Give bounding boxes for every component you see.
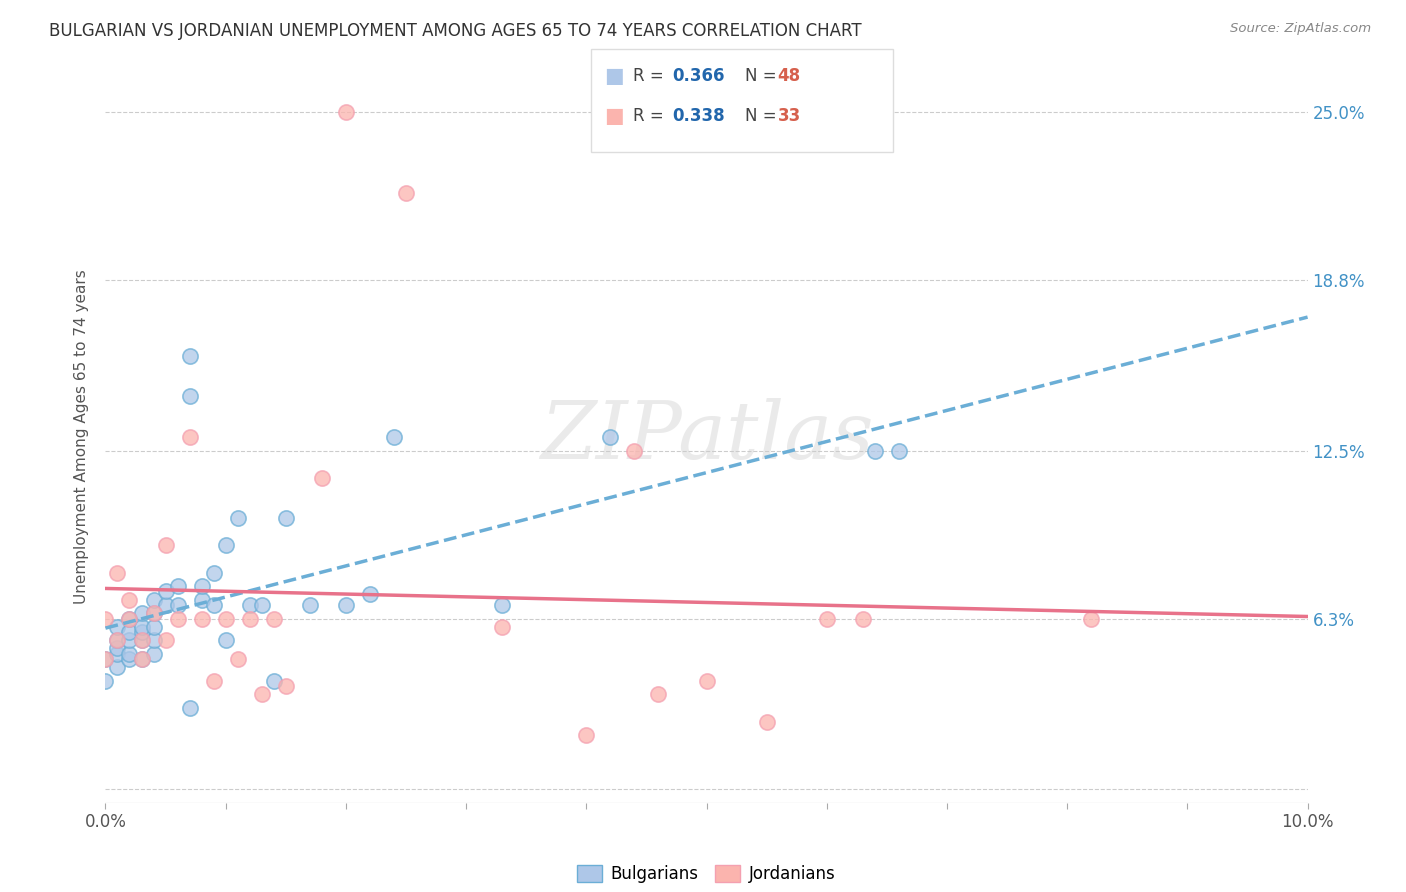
Legend: Bulgarians, Jordanians: Bulgarians, Jordanians: [571, 858, 842, 889]
Point: [107, 647, 129, 661]
Text: 48: 48: [778, 67, 800, 85]
Point: [755, 714, 778, 729]
Point: [131, 606, 153, 620]
Point: [599, 430, 621, 444]
Point: [359, 587, 381, 601]
Point: [94, 611, 117, 625]
Point: [696, 673, 718, 688]
Text: 0.366: 0.366: [672, 67, 724, 85]
Point: [131, 625, 153, 640]
Point: [623, 443, 645, 458]
Point: [94, 652, 117, 666]
Point: [142, 647, 165, 661]
Point: [274, 511, 297, 525]
Point: [107, 620, 129, 634]
Point: [250, 688, 273, 702]
Text: R =: R =: [633, 67, 669, 85]
Point: [263, 673, 285, 688]
Point: [298, 598, 321, 612]
Point: [335, 598, 357, 612]
Point: [107, 566, 129, 580]
Point: [382, 430, 405, 444]
Point: [226, 652, 249, 666]
Point: [491, 620, 513, 634]
Text: BULGARIAN VS JORDANIAN UNEMPLOYMENT AMONG AGES 65 TO 74 YEARS CORRELATION CHART: BULGARIAN VS JORDANIAN UNEMPLOYMENT AMON…: [49, 22, 862, 40]
Text: 33: 33: [778, 107, 801, 125]
Point: [107, 660, 129, 674]
Point: [214, 633, 236, 648]
Text: N =: N =: [745, 107, 782, 125]
Point: [118, 625, 141, 640]
Point: [887, 443, 910, 458]
Text: 0.338: 0.338: [672, 107, 724, 125]
Point: [118, 592, 141, 607]
Point: [118, 611, 141, 625]
Point: [852, 611, 875, 625]
Point: [131, 633, 153, 648]
Point: [155, 598, 177, 612]
Text: ■: ■: [605, 106, 624, 126]
Point: [179, 389, 201, 403]
Point: [142, 592, 165, 607]
Point: [647, 688, 669, 702]
Point: [226, 511, 249, 525]
Text: R =: R =: [633, 107, 669, 125]
Point: [166, 611, 188, 625]
Point: [190, 592, 212, 607]
Point: [131, 633, 153, 648]
Point: [239, 598, 262, 612]
Point: [166, 598, 188, 612]
Point: [179, 430, 201, 444]
Text: Source: ZipAtlas.com: Source: ZipAtlas.com: [1230, 22, 1371, 36]
Point: [131, 652, 153, 666]
Point: [311, 471, 333, 485]
Point: [214, 538, 236, 552]
Point: [274, 679, 297, 693]
Point: [142, 606, 165, 620]
Point: [107, 641, 129, 656]
Point: [107, 633, 129, 648]
Point: [131, 652, 153, 666]
Point: [142, 633, 165, 648]
Point: [214, 611, 236, 625]
Text: N =: N =: [745, 67, 782, 85]
Point: [118, 611, 141, 625]
Point: [142, 620, 165, 634]
Point: [1080, 611, 1102, 625]
Point: [239, 611, 262, 625]
Point: [179, 349, 201, 363]
Point: [202, 598, 225, 612]
Point: [575, 728, 598, 742]
Point: [155, 538, 177, 552]
Point: [190, 611, 212, 625]
Point: [142, 606, 165, 620]
Point: [202, 673, 225, 688]
Text: ■: ■: [605, 66, 624, 86]
Point: [155, 584, 177, 599]
Point: [131, 620, 153, 634]
Point: [190, 579, 212, 593]
Point: [491, 598, 513, 612]
Point: [94, 652, 117, 666]
Point: [335, 105, 357, 120]
Point: [118, 647, 141, 661]
Point: [94, 673, 117, 688]
Point: [250, 598, 273, 612]
Point: [263, 611, 285, 625]
Point: [863, 443, 886, 458]
Point: [179, 701, 201, 715]
Text: ZIPatlas: ZIPatlas: [540, 399, 873, 475]
Point: [118, 652, 141, 666]
Point: [395, 186, 418, 201]
Point: [166, 579, 188, 593]
Y-axis label: Unemployment Among Ages 65 to 74 years: Unemployment Among Ages 65 to 74 years: [75, 269, 90, 605]
Point: [155, 633, 177, 648]
Point: [815, 611, 838, 625]
Point: [202, 566, 225, 580]
Point: [118, 633, 141, 648]
Point: [107, 633, 129, 648]
